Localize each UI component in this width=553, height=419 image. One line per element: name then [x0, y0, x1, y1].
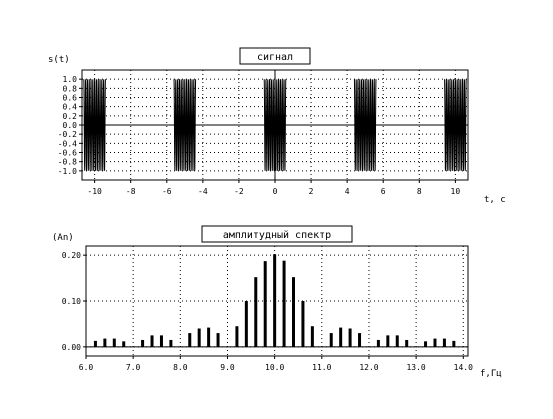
spectrum-xtick-label: 9.0	[220, 363, 235, 372]
spectrum-xtick-label: 6.0	[79, 363, 94, 372]
signal-burst	[444, 79, 467, 171]
signal-xtick-label: 0	[273, 187, 278, 196]
spectrum-xtick-label: 11.0	[312, 363, 331, 372]
spectrum-bar	[442, 338, 446, 347]
spectrum-bar	[424, 341, 428, 347]
spectrum-xtick-label: 14.0	[454, 363, 473, 372]
signal-xtick-label: 2	[309, 187, 314, 196]
signal-ytick-label: 1.0	[63, 75, 78, 84]
spectrum-bar	[93, 340, 97, 347]
spectrum-bar	[103, 338, 107, 347]
signal-ytick-label: 0.6	[63, 94, 78, 103]
spectrum-title: амплитудный спектр	[223, 229, 331, 241]
signal-ytick-label: -0.4	[58, 139, 77, 148]
signal-xtick-label: -10	[87, 187, 102, 196]
signal-ytick-label: -0.8	[58, 158, 77, 167]
spectrum-bar	[159, 335, 163, 347]
spectrum-ytick-label: 0.10	[62, 297, 81, 306]
spectrum-bar	[358, 333, 362, 347]
signal-ylabel: s(t)	[48, 55, 70, 65]
signal-burst	[83, 79, 106, 171]
spectrum-bar	[235, 326, 239, 347]
spectrum-ytick-label: 0.00	[62, 343, 81, 352]
spectrum-xtick-label: 13.0	[406, 363, 425, 372]
signal-xtick-label: 4	[345, 187, 350, 196]
spectrum-bar	[433, 338, 437, 347]
signal-ytick-label: -0.6	[58, 149, 77, 158]
spectrum-xtick-label: 8.0	[173, 363, 188, 372]
spectrum-title-box	[201, 225, 353, 243]
signal-burst	[173, 79, 197, 171]
spectrum-ytick-label: 0.20	[62, 251, 81, 260]
spectrum-bar	[452, 340, 456, 347]
spectrum-plot: 6.0 7.0 8.0 9.0 10.0 11.0 12.0 13.0 14.0 0.20 0.10…	[62, 245, 473, 372]
spectrum-bar	[273, 254, 277, 347]
signal-burst	[263, 79, 287, 171]
spectrum-bar	[207, 327, 211, 347]
spectrum-bar	[376, 339, 380, 347]
spectrum-bar	[122, 341, 126, 347]
signal-ytick-label: 0.0	[63, 121, 78, 130]
signal-xtick-label: -8	[126, 187, 136, 196]
signal-title: сигнал	[257, 52, 293, 63]
spectrum-bar	[263, 261, 267, 347]
signal-xlabel: t, c	[484, 195, 506, 205]
spectrum-bar	[301, 301, 305, 347]
spectrum-bar	[244, 301, 248, 347]
signal-xtick-label: 8	[417, 187, 422, 196]
spectrum-bar	[386, 335, 390, 347]
signal-ytick-label: 0.2	[63, 112, 78, 121]
signal-ytick-label: -1.0	[58, 167, 77, 176]
signal-ytick-label: -0.2	[58, 130, 77, 139]
spectrum-bar	[292, 277, 296, 347]
spectrum-bar	[150, 335, 154, 347]
spectrum-bar	[310, 326, 314, 347]
signal-burst	[353, 79, 377, 171]
spectrum-xlabel: f,Гц	[480, 369, 502, 379]
signal-xtick-label: 10	[451, 187, 461, 196]
spectrum-bar	[348, 328, 352, 347]
spectrum-bar	[141, 339, 145, 347]
spectrum-bar	[216, 333, 220, 347]
spectrum-bar	[282, 260, 286, 347]
spectrum-bar	[188, 333, 192, 347]
spectrum-bar	[197, 328, 201, 347]
signal-ytick-label: 0.8	[63, 84, 78, 93]
spectrum-ylabel: (An)	[52, 233, 74, 243]
spectrum-bar	[169, 339, 173, 347]
spectrum-xtick-label: 10.0	[265, 363, 284, 372]
signal-xtick-label: 6	[381, 187, 386, 196]
signal-xtick-label: -2	[234, 187, 244, 196]
spectrum-bar	[339, 327, 343, 347]
signal-title-box	[239, 47, 311, 65]
spectrum-xtick-label: 12.0	[359, 363, 378, 372]
spectrum-xtick-label: 7.0	[126, 363, 141, 372]
spectrum-bar	[112, 338, 116, 347]
signal-xtick-label: -4	[198, 187, 208, 196]
signal-xtick-label: -6	[162, 187, 172, 196]
signal-ytick-label: 0.4	[63, 103, 78, 112]
spectrum-bar	[254, 277, 258, 347]
spectrum-bar	[405, 339, 409, 347]
spectrum-bar	[329, 333, 333, 347]
spectrum-bar	[395, 335, 399, 347]
signal-plot: -10 -8 -6 -4 -2 0 2 4 6 8 10 1.00.80.60.40.20.0-0.2…	[58, 69, 469, 196]
